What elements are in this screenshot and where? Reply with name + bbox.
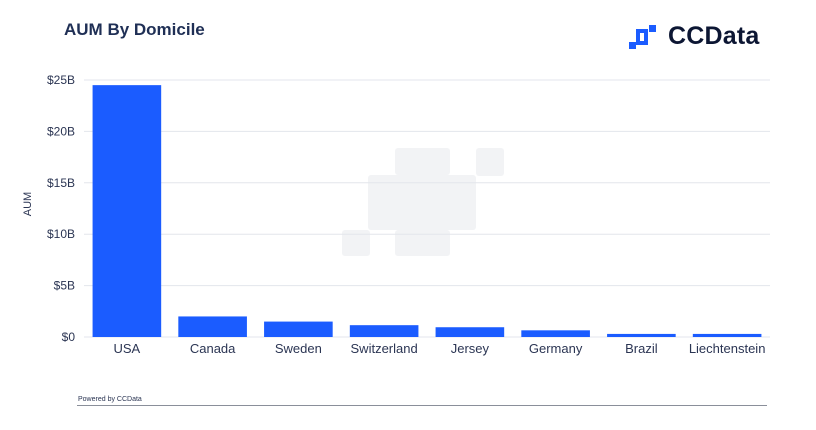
watermark-block (368, 175, 476, 230)
bar-usa (92, 85, 162, 337)
x-tick-label: Liechtenstein (689, 341, 766, 356)
y-tick-label: $25B (47, 73, 75, 87)
x-tick-label: Switzerland (351, 341, 418, 356)
chart-title: AUM By Domicile (64, 20, 205, 39)
footer-divider (77, 405, 767, 406)
x-tick-label: USA (114, 341, 141, 356)
watermark-block (395, 230, 450, 256)
y-tick-label: $10B (47, 227, 75, 241)
watermark-block (476, 148, 504, 176)
y-tick-labels: $0 $5B $10B $15B $20B $25B (47, 73, 75, 344)
bar-canada (178, 316, 247, 337)
y-tick-label: $5B (54, 279, 75, 293)
bar-liechtenstein (692, 333, 762, 337)
ccdata-logo-icon (629, 24, 656, 49)
watermark-block (395, 148, 450, 175)
bar-brazil (607, 333, 676, 337)
x-tick-label: Canada (190, 341, 236, 356)
watermark (342, 148, 504, 256)
ccdata-logo: CCData (628, 22, 760, 51)
bar-switzerland (349, 325, 419, 337)
x-tick-label: Jersey (451, 341, 490, 356)
y-tick-label: $0 (62, 330, 76, 344)
powered-by-text: Powered by CCData (78, 396, 142, 403)
bar-jersey (435, 327, 505, 337)
x-tick-label: Sweden (275, 341, 322, 356)
y-tick-label: $15B (47, 176, 75, 190)
bar-sweden (264, 321, 333, 337)
y-tick-label: $20B (47, 124, 75, 138)
watermark-block (342, 230, 370, 256)
logo-text: CCData (668, 22, 760, 50)
bars (92, 85, 762, 337)
x-tick-labels: USA Canada Sweden Switzerland Jersey Germany B… (114, 341, 766, 356)
bar-germany (521, 330, 590, 337)
x-tick-label: Brazil (625, 341, 658, 356)
x-tick-label: Germany (529, 341, 583, 356)
